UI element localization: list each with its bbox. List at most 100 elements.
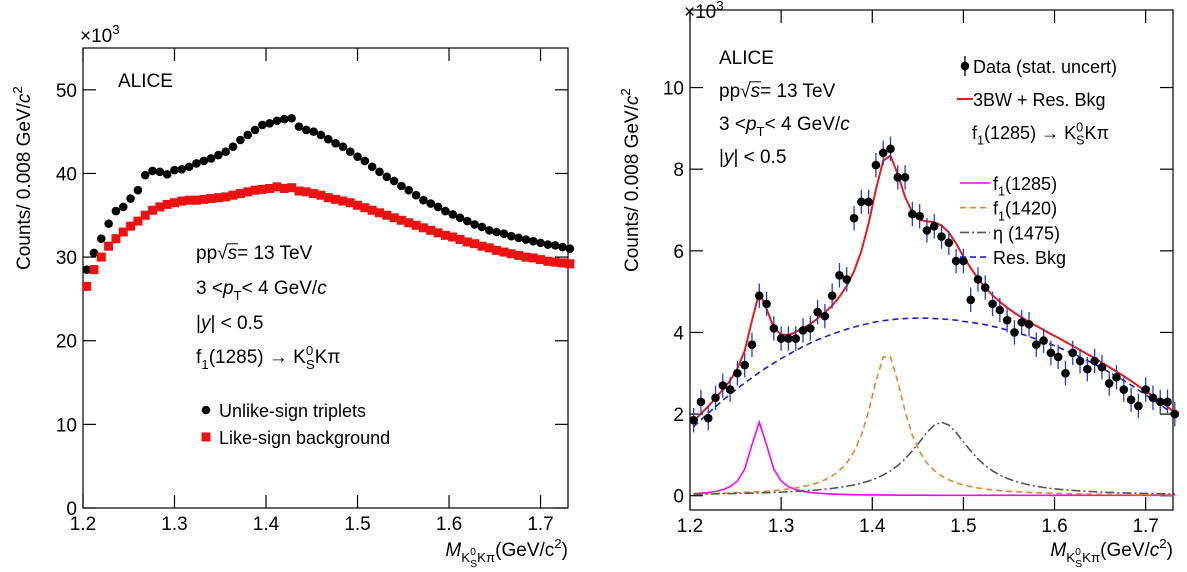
y-axis-title: Counts/ 0.008 GeV/c2 [10, 86, 35, 270]
data-point [886, 144, 895, 154]
data-point [133, 185, 143, 195]
data-point [980, 283, 990, 292]
data-point [374, 208, 384, 218]
data-point [118, 202, 128, 212]
data-point [1148, 393, 1158, 403]
legend-label: Res. Bkg [993, 248, 1066, 268]
data-point [433, 228, 443, 238]
data-point [177, 196, 187, 206]
x-axis-title: M [1050, 540, 1066, 561]
x-axis-title: K [1066, 550, 1075, 565]
legend-label: Like-sign background [219, 428, 390, 448]
data-point [1002, 315, 1012, 325]
x-axis-title: Kπ [1082, 550, 1100, 565]
annotation: pp √ s = 13 TeV [719, 81, 836, 102]
legend-label: Data (stat. uncert) [973, 57, 1117, 77]
data-point [236, 135, 245, 145]
y-axis-title: Counts/ 0.008 GeV/c2 [618, 88, 643, 272]
legend-note: (1285) → K [984, 123, 1076, 143]
annotation: < 4 GeV/ [242, 278, 318, 299]
y-axis-title: 2 [618, 88, 633, 95]
data-point [206, 154, 216, 163]
fit-curve [693, 356, 1175, 496]
data-point [148, 166, 157, 176]
data-point [323, 134, 333, 144]
fit-curve [693, 419, 1175, 497]
y-multiplier: ×10 [80, 26, 112, 47]
annotation: c [840, 114, 850, 135]
data-point [878, 148, 888, 158]
annotation: ALICE [719, 48, 774, 69]
data-point [725, 385, 735, 394]
data-point [733, 368, 742, 378]
data-point [323, 193, 333, 203]
annotation: p [222, 278, 234, 299]
data-point [440, 230, 450, 240]
data-point [206, 194, 216, 204]
data-point [287, 113, 296, 123]
legend-marker [201, 432, 211, 442]
data-point [155, 167, 165, 177]
legend-label: f [993, 199, 999, 219]
x-axis-title: M K 0S Kπ (GeV/c 2) [445, 536, 568, 570]
data-point [294, 122, 304, 131]
data-point [360, 203, 370, 213]
y-axis-title: c [622, 95, 643, 105]
data-point [82, 265, 91, 274]
data-point [1024, 319, 1034, 329]
annotation: p [745, 114, 757, 135]
data-point [455, 235, 465, 245]
data-point [973, 275, 983, 284]
data-point [389, 176, 399, 186]
data-point [1032, 340, 1041, 349]
data-point [272, 182, 282, 192]
data-point [1134, 401, 1143, 411]
data-point [345, 198, 355, 208]
data-point [499, 229, 509, 238]
data-point [396, 215, 406, 225]
data-point [864, 197, 873, 207]
data-point [492, 245, 502, 255]
annotation: ALICE [118, 71, 173, 92]
annotation: | y | < 0.5 [719, 147, 786, 168]
data-point [140, 210, 150, 220]
plot-frame [689, 9, 1174, 511]
data-point [959, 256, 968, 266]
legend-label: Unlike-sign triplets [219, 401, 366, 421]
data-point [441, 206, 450, 216]
data-point [426, 199, 436, 208]
annotation: c [317, 278, 327, 299]
data-point [1163, 397, 1172, 407]
x-axis-title: 2 [554, 536, 561, 551]
data-point [1010, 328, 1019, 337]
data-point [813, 307, 822, 317]
annotation: < 4 GeV/ [765, 114, 841, 135]
x-tick-label: 1.3 [768, 516, 794, 537]
y-tick-label: 2 [673, 405, 684, 426]
data-point [301, 187, 311, 197]
data-point [747, 340, 757, 349]
data-point [258, 120, 267, 130]
data-point [111, 234, 121, 244]
data-point [951, 256, 961, 266]
data-point [463, 216, 472, 226]
data-point [543, 256, 553, 266]
legend-label: Like-sign background [219, 428, 390, 448]
data-point [345, 147, 355, 157]
fit-curve [693, 421, 1175, 495]
annotation: ALICE [719, 48, 774, 69]
annotation: √ [740, 81, 751, 102]
data-point [184, 195, 194, 205]
data-point [104, 219, 113, 228]
y-axis-title: 2 [10, 86, 25, 93]
x-axis-title: M [445, 540, 461, 561]
x-axis-title: (GeV/ [1100, 540, 1150, 561]
data-point [331, 139, 340, 148]
data-point [1104, 379, 1114, 388]
data-point [1046, 348, 1056, 358]
